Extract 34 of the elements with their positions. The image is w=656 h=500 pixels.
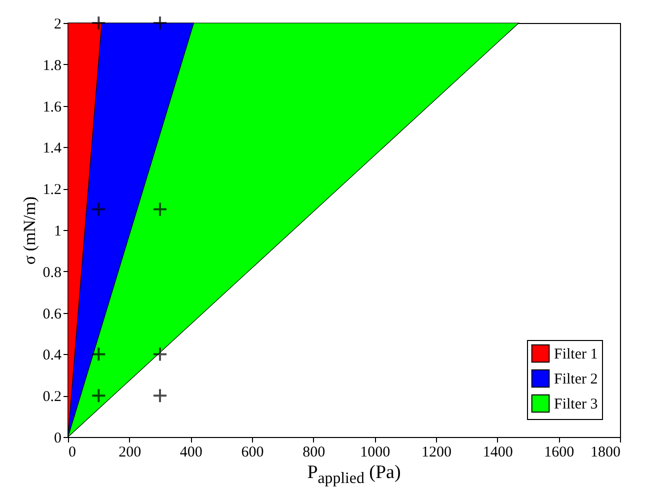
x-tick-label: 0 xyxy=(68,444,76,460)
x-tick-label: 400 xyxy=(180,444,202,460)
point xyxy=(91,346,106,362)
x-axis-title: P$_{applied}$ (Pa) xyxy=(306,462,402,488)
y-tick-label: 0.8 xyxy=(42,264,62,281)
x-tick-label: 200 xyxy=(118,444,142,460)
y-tick-label: 1 xyxy=(54,224,62,240)
y-tick-label: 0 xyxy=(54,430,62,446)
y-tick-label: 0.2 xyxy=(42,389,62,406)
point xyxy=(91,15,106,31)
point xyxy=(91,388,106,404)
x-tick-label: 1000 xyxy=(360,444,390,460)
point xyxy=(152,346,168,362)
x-tick-label: 1400 xyxy=(482,444,513,460)
point xyxy=(152,15,168,31)
point xyxy=(152,202,168,217)
x-tick-label: 800 xyxy=(302,444,326,460)
legend-label: Filter 3 xyxy=(554,396,598,412)
y-tick-label: 1.6 xyxy=(42,99,62,116)
legend-label: Filter 1 xyxy=(554,346,598,362)
legend-label: Filter 2 xyxy=(554,372,598,388)
y-axis-title: σ (mN/m) xyxy=(20,196,39,265)
y-tick-label: 1.8 xyxy=(42,58,62,74)
x-tick-label: 1800 xyxy=(590,444,620,460)
y-tick-label: 0.4 xyxy=(42,348,62,364)
x-tick-label: 1200 xyxy=(422,444,452,460)
point xyxy=(152,388,168,404)
point xyxy=(91,202,106,217)
y-tick-label: 1.4 xyxy=(42,140,62,157)
x-tick-label: 1600 xyxy=(544,444,574,460)
y-tick-label: 0.6 xyxy=(42,306,62,322)
y-tick-label: 2 xyxy=(54,16,62,32)
x-tick-label: 600 xyxy=(241,444,264,460)
y-tick-label: 1.2 xyxy=(42,182,62,198)
